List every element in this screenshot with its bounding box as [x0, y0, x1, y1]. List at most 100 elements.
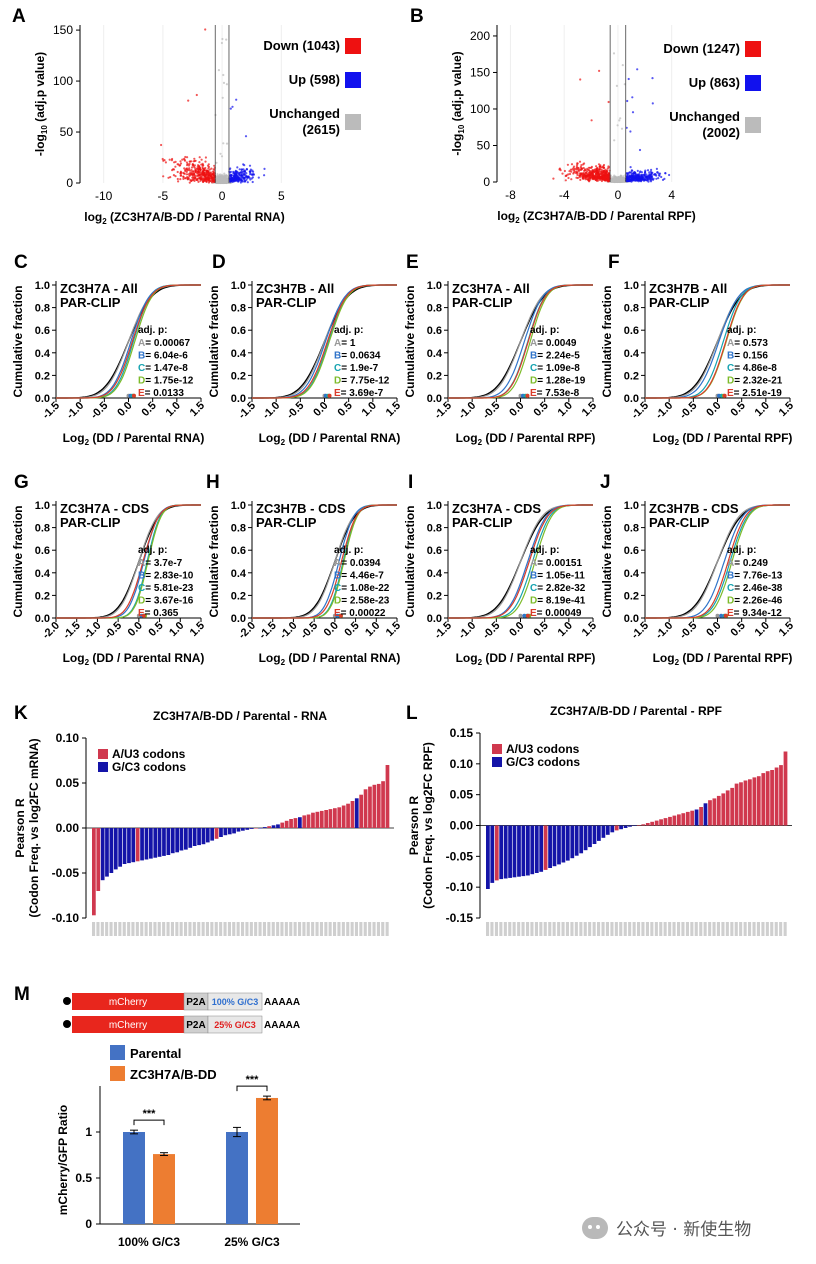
- bar: [258, 828, 263, 829]
- median-marker: [338, 613, 343, 618]
- scatter-point: [220, 41, 223, 45]
- scatter-point: [592, 177, 595, 180]
- bar: [756, 776, 761, 826]
- scatter-point: [570, 163, 574, 166]
- scatter-point: [249, 170, 252, 173]
- x-tick-label: -0.5: [481, 620, 503, 642]
- y-tick-label: 1.0: [231, 500, 246, 512]
- y-tick-label: 0.2: [427, 370, 442, 382]
- codon-tick-label: [184, 922, 188, 936]
- bar: [610, 825, 615, 833]
- legend-swatch: [110, 1066, 125, 1081]
- codon-tick-label: [637, 922, 641, 936]
- panel-label-l: L: [406, 703, 418, 724]
- codon-tick-label: [135, 922, 139, 936]
- codon-bar-chart-l: -0.15 -0.10 -0.05 0.00 0.05 0.10 0.15 ZC3H7A/B-…: [407, 704, 792, 936]
- codon-bar-chart-k: -0.10 -0.05 0.00 0.05 0.10 ZC3H7A/B-DD / Pare…: [13, 709, 394, 936]
- scatter-point: [201, 178, 204, 181]
- y-tick-label: 1.0: [35, 500, 50, 512]
- plot-title: PAR-CLIP: [649, 295, 710, 310]
- bar: [557, 825, 561, 865]
- scatter-point: [602, 166, 606, 169]
- scatter-point: [174, 160, 177, 163]
- scatter-point: [570, 170, 573, 173]
- bar: [328, 809, 333, 828]
- scatter-point: [245, 172, 248, 175]
- bar: [135, 828, 140, 862]
- scatter-point: [607, 178, 611, 182]
- bar: [663, 818, 668, 826]
- y-tick-label: 100: [53, 74, 73, 88]
- scatter-point: [221, 178, 225, 181]
- y-tick-label: 0.4: [231, 568, 247, 580]
- y-tick-label: 0.6: [35, 545, 50, 557]
- y-tick-label: 0.8: [35, 303, 50, 315]
- codon-tick-label: [131, 922, 135, 936]
- legend-label: Down (1043): [263, 38, 340, 53]
- y-tick-label: 0.8: [427, 303, 442, 315]
- scatter-point: [186, 178, 189, 181]
- bar: [333, 808, 337, 828]
- scatter-point: [634, 172, 637, 175]
- scatter-point: [636, 173, 640, 176]
- x-tick-label: 0.5: [728, 620, 747, 639]
- scatter-point: [207, 179, 210, 182]
- cdf-curve-e: [56, 504, 201, 619]
- scatter-point: [579, 178, 582, 181]
- y-tick-label: 150: [470, 65, 490, 79]
- bar: [565, 825, 570, 861]
- scatter-point: [179, 160, 182, 163]
- scatter-point: [241, 172, 244, 175]
- cdf-curve-e: [645, 284, 790, 399]
- scatter-point: [591, 175, 594, 178]
- bar: [721, 793, 726, 826]
- bar: [543, 825, 548, 870]
- bar: [192, 828, 197, 846]
- x-tick-label: 0.0: [507, 620, 526, 639]
- scatter-point: [204, 176, 207, 179]
- plot-title: ZC3H7A - CDS: [60, 501, 149, 516]
- stats-entry: C= 2.82e-32: [530, 583, 586, 594]
- scatter-point: [206, 177, 209, 180]
- y-axis-label: Pearson R: [407, 795, 421, 855]
- scatter-point: [634, 179, 638, 182]
- codon-tick-label: [188, 922, 192, 936]
- scatter-point: [240, 170, 243, 173]
- x-tick-label: -1.0: [260, 400, 282, 422]
- scatter-point: [183, 158, 186, 161]
- scatter-point: [599, 164, 602, 167]
- y-tick-label: 0.00: [450, 819, 474, 833]
- plot-title: ZC3H7A - All: [452, 281, 530, 296]
- codon-tick-label: [192, 922, 196, 936]
- bar: [637, 825, 641, 826]
- panel-label-a: A: [12, 6, 26, 27]
- scatter-points: [552, 52, 671, 184]
- codon-tick-label: [490, 922, 494, 936]
- stats-entry: D= 2.26e-46: [727, 596, 783, 607]
- scatter-point: [206, 169, 209, 173]
- scatter-point: [190, 179, 193, 183]
- bar: [579, 825, 584, 854]
- scatter-point: [203, 178, 206, 181]
- scatter-point: [630, 172, 633, 175]
- scatter-point: [185, 173, 188, 176]
- scatter-point: [237, 172, 240, 175]
- panel-label-e: E: [406, 252, 419, 273]
- bar: [730, 787, 735, 826]
- scatter-point: [193, 179, 196, 182]
- x-tick-label: -1.0: [456, 400, 478, 422]
- cdf-plot-d: 0.00.20.40.60.81.0-1.5 -1.0 -0.5 0.0 0.5 1.0 1…: [207, 280, 403, 447]
- codon-tick-label: [721, 922, 725, 936]
- cdf-plot-j: 0.00.20.40.60.81.0-1.5 -1.0 -0.5 0.0 0.5 1.0 1…: [600, 500, 796, 667]
- x-tick-label: 1.0: [753, 620, 772, 639]
- codon-tick-label: [565, 922, 569, 936]
- scatter-point: [192, 165, 195, 168]
- codon-tick-label: [583, 922, 587, 936]
- plot-title: PAR-CLIP: [452, 295, 513, 310]
- y-tick-label: 1.0: [35, 280, 50, 292]
- codon-tick-label: [770, 922, 774, 936]
- x-tick-label: 0.5: [146, 620, 165, 639]
- scatter-point: [168, 158, 171, 161]
- codon-tick-label: [783, 922, 787, 936]
